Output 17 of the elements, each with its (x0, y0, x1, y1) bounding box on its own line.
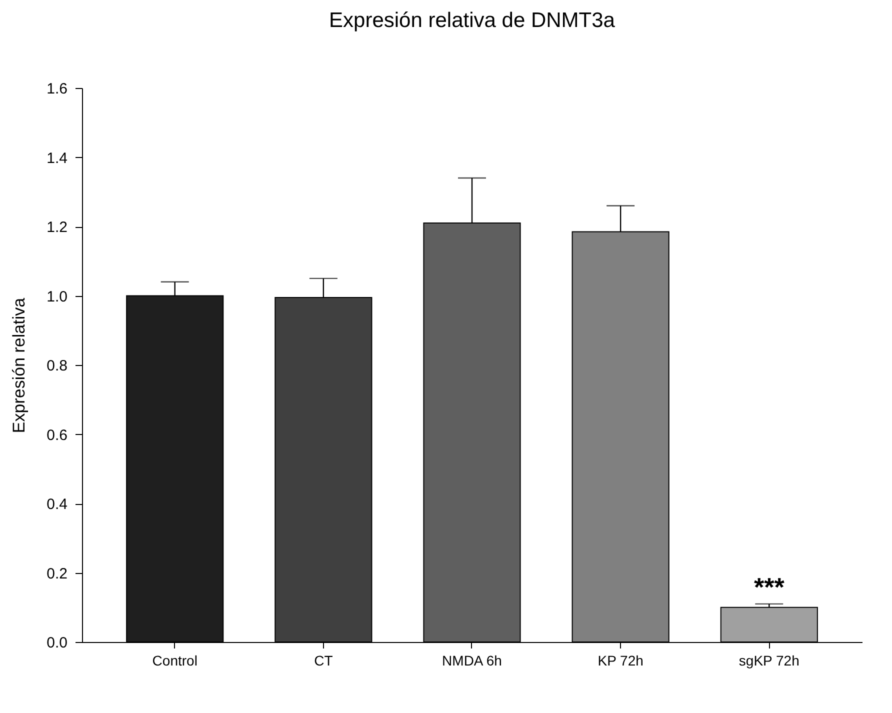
x-tick-label: Control (152, 652, 198, 668)
y-tick-label: 0.6 (46, 426, 68, 444)
x-tick-label: KP 72h (598, 652, 644, 668)
y-axis-title: Expresión relativa (10, 297, 29, 434)
annotation: *** (754, 572, 786, 602)
x-tick-label: sgKP 72h (738, 652, 800, 668)
y-tick-label: 0.8 (46, 358, 68, 374)
x-tick-label: NMDA 6h (442, 652, 502, 668)
y-tick-label: 1.2 (46, 219, 68, 236)
y-tick-label: 0.4 (46, 496, 68, 513)
y-tick-label: 0.0 (46, 634, 68, 652)
y-tick-label: 1.6 (46, 80, 68, 98)
y-tick-label: 0.2 (46, 565, 68, 582)
y-tick-label: 1.4 (46, 150, 68, 167)
x-tick-label: CT (314, 652, 334, 668)
y-tick-label: 1.0 (46, 288, 68, 306)
chart-title: Expresión relativa de DNMT3a (329, 9, 616, 32)
